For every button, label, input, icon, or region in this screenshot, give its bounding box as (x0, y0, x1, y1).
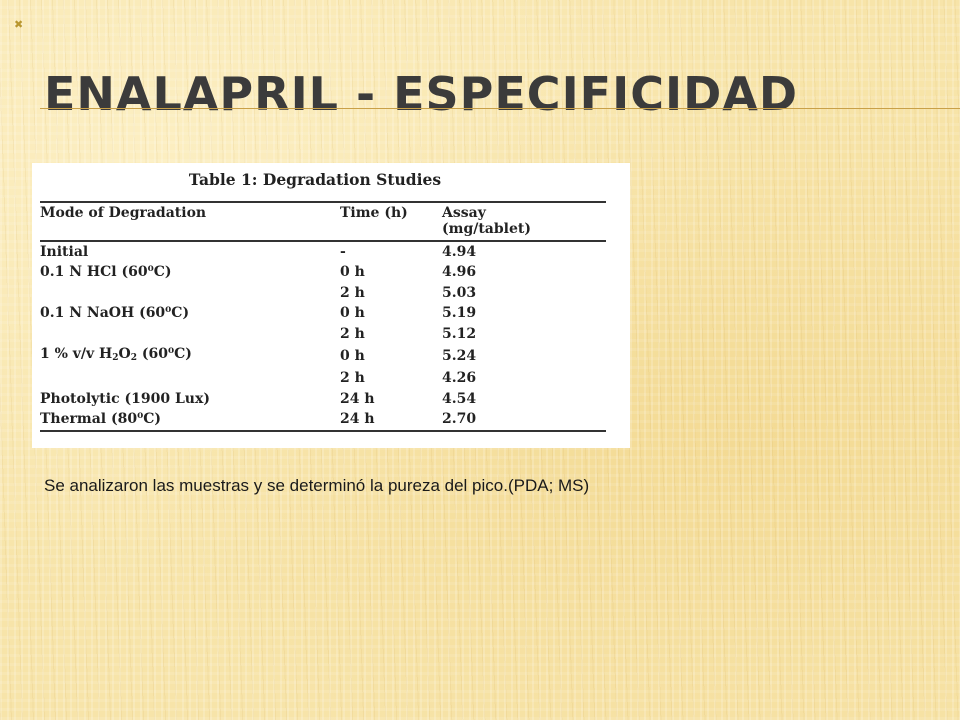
cell-mode: Photolytic (1900 Lux) (40, 390, 210, 407)
cell-time: 0 h (340, 348, 365, 365)
header-assay-line1: Assay (442, 205, 486, 221)
cell-assay: 4.96 (442, 264, 477, 281)
cell-assay: 5.24 (442, 348, 477, 365)
table-row: 2 h 4.26 (40, 368, 606, 388)
slide-bullet-icon: ✖ (14, 18, 24, 31)
cell-time: - (340, 244, 346, 260)
cell-assay: 4.54 (442, 390, 477, 407)
cell-time: 24 h (340, 390, 375, 407)
cell-time: 0 h (340, 305, 365, 322)
cell-mode: Thermal (80⁰C) (40, 409, 340, 432)
degradation-table-image: Table 1: Degradation Studies Mode of Deg… (32, 163, 630, 448)
cell-time: 2 h (340, 370, 365, 387)
cell-mode: 0.1 N HCl (60⁰C) (40, 264, 172, 281)
slide-title: ENALAPRIL - ESPECIFICIDAD (44, 67, 799, 121)
cell-time: 2 h (340, 284, 365, 301)
cell-mode (40, 324, 340, 344)
cell-mode: 0.1 N NaOH (60⁰C) (40, 305, 190, 322)
cell-mode-mid: O (118, 346, 131, 363)
table-row: 2 h 5.12 (40, 324, 606, 344)
cell-mode-sub2: 2 (130, 353, 138, 364)
header-time: Time (h) (340, 201, 442, 242)
table-row: Initial - 4.94 (40, 241, 606, 262)
cell-mode-pre: 1 % v/v H (40, 346, 113, 363)
cell-mode: 1 % v/v H2O2 (60⁰C) (40, 344, 340, 368)
table-row: 0.1 N HCl (60⁰C) 0 h 4.96 (40, 262, 606, 282)
table-caption: Table 1: Degradation Studies (188, 170, 442, 189)
cell-assay: 5.12 (442, 325, 477, 342)
table-row: 1 % v/v H2O2 (60⁰C) 0 h 5.24 (40, 344, 606, 368)
cell-assay: 4.26 (442, 370, 477, 387)
table-header-row: Mode of Degradation Time (h) Assay (mg/t… (40, 201, 606, 242)
header-assay-line2: (mg/tablet) (442, 221, 531, 237)
degradation-table: Mode of Degradation Time (h) Assay (mg/t… (40, 201, 606, 432)
cell-assay: 4.94 (442, 244, 477, 260)
cell-mode-post: (60⁰C) (137, 346, 192, 363)
cell-mode: Initial (40, 244, 89, 260)
cell-assay: 2.70 (442, 409, 606, 432)
cell-assay: 5.19 (442, 305, 477, 322)
slide-caption: Se analizaron las muestras y se determin… (44, 476, 590, 495)
header-mode: Mode of Degradation (40, 201, 340, 242)
cell-mode-sub1: 2 (112, 353, 119, 364)
table-row: Photolytic (1900 Lux) 24 h 4.54 (40, 389, 606, 409)
title-underline (40, 108, 960, 109)
cell-time: 0 h (340, 264, 365, 281)
cell-time: 2 h (340, 325, 365, 342)
table-row: Thermal (80⁰C) 24 h 2.70 (40, 409, 606, 432)
header-assay: Assay (mg/tablet) (442, 201, 606, 242)
table-row: 2 h 5.03 (40, 283, 606, 303)
cell-assay: 5.03 (442, 284, 477, 301)
cell-mode (40, 283, 340, 303)
cell-time: 24 h (340, 409, 442, 432)
table-row: 0.1 N NaOH (60⁰C) 0 h 5.19 (40, 303, 606, 323)
cell-mode (40, 368, 340, 388)
